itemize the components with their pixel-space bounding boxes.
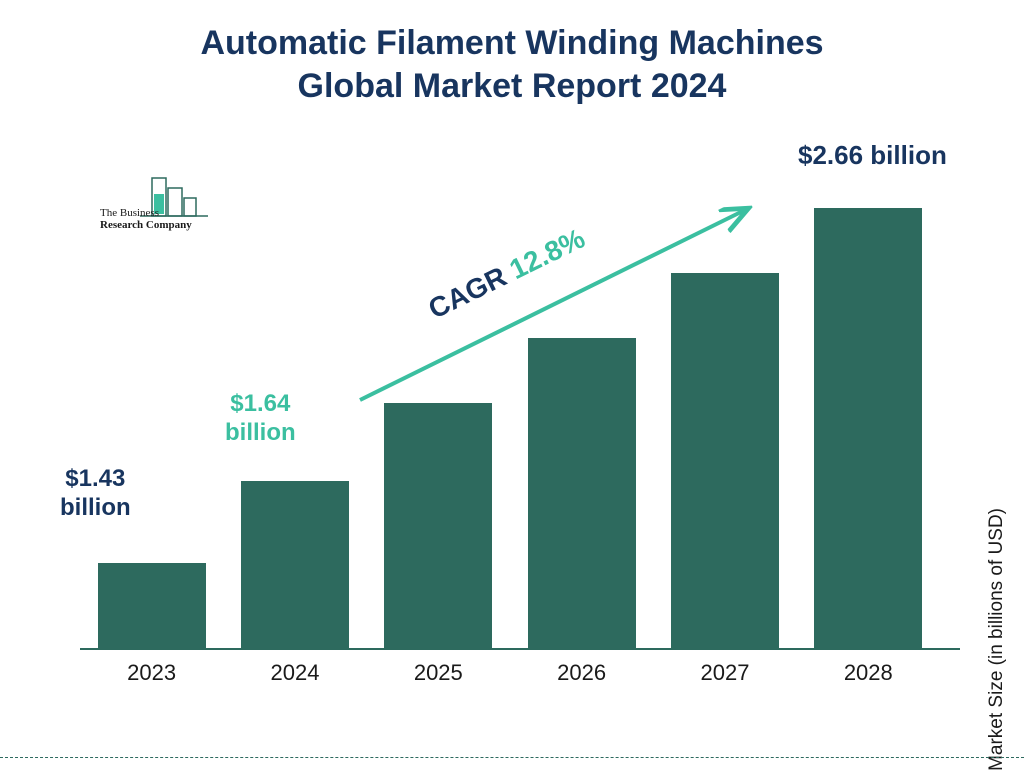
y-axis-label: Market Size (in billions of USD) <box>986 508 1008 771</box>
chart-baseline <box>80 648 960 650</box>
x-axis-label: 2025 <box>378 660 498 686</box>
value-label: $2.66 billion <box>798 140 947 171</box>
chart-title: Automatic Filament Winding Machines Glob… <box>0 0 1024 107</box>
x-axis-label: 2028 <box>808 660 928 686</box>
bar <box>528 338 636 648</box>
bar <box>814 208 922 648</box>
bar <box>671 273 779 648</box>
x-axis-label: 2023 <box>92 660 212 686</box>
bar-wrap: 2023 <box>92 563 212 648</box>
bar <box>241 481 349 648</box>
bar-wrap: 2024 <box>235 481 355 648</box>
x-axis-label: 2027 <box>665 660 785 686</box>
bar-wrap: 2025 <box>378 403 498 648</box>
x-axis-label: 2026 <box>522 660 642 686</box>
bar <box>98 563 206 648</box>
bar-wrap: 2027 <box>665 273 785 648</box>
chart-title-line1: Automatic Filament Winding Machines <box>0 22 1024 65</box>
x-axis-label: 2024 <box>235 660 355 686</box>
value-label: $1.43billion <box>60 465 131 523</box>
chart-title-line2: Global Market Report 2024 <box>0 65 1024 108</box>
bar <box>384 403 492 648</box>
bar-wrap: 2028 <box>808 208 928 648</box>
bar-wrap: 2026 <box>522 338 642 648</box>
value-label: $1.64billion <box>225 390 296 448</box>
bottom-dashed-line <box>0 757 1024 758</box>
